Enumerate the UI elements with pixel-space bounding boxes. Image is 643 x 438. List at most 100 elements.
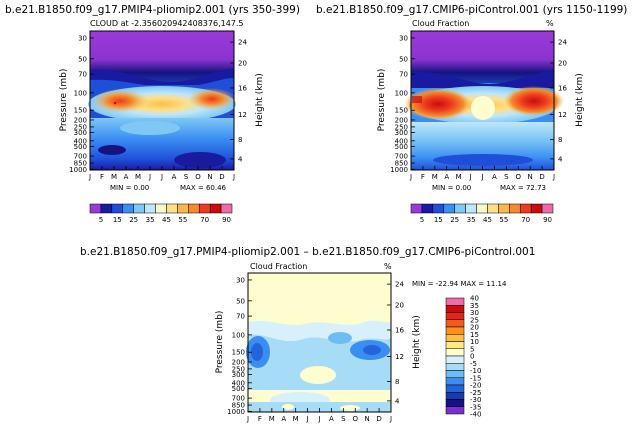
- colorbar-swatch: [445, 399, 465, 407]
- month-tick-label: O: [515, 173, 521, 181]
- panel3-title: b.e21.B1850.f09_g17.PMIP4-pliomip2.001 –…: [80, 246, 535, 258]
- month-tick-label: J: [160, 173, 163, 181]
- colorbar-swatch: [209, 203, 222, 214]
- panel3-ylabel-right: Height (km): [412, 315, 422, 369]
- colorbar-label: 45: [162, 216, 171, 224]
- panel2-height-axis: 24 20 16 12 8 4: [550, 39, 567, 163]
- colorbar-label: 0: [470, 353, 474, 361]
- month-tick-label: D: [219, 173, 224, 181]
- pressure-tick-label: 150: [395, 107, 408, 115]
- pressure-tick-label: 1000: [390, 166, 408, 174]
- pressure-tick-label: 300: [232, 371, 245, 379]
- height-tick-label: 16: [558, 84, 567, 92]
- height-tick-label: 24: [238, 39, 247, 47]
- colorbar-swatch: [445, 406, 465, 415]
- colorbar-swatch: [445, 297, 465, 306]
- colorbar-label: 25: [470, 316, 479, 324]
- panel2-title: b.e21.B1850.f09_g17.CMIP6-piControl.001 …: [316, 4, 627, 16]
- colorbar-label: 10: [470, 338, 479, 346]
- colorbar-label: 35: [470, 302, 479, 310]
- panel2-ylabel-right: Height (km): [575, 73, 585, 127]
- panel1-ylabel: Pressure (mb): [59, 69, 69, 132]
- month-tick-label: O: [195, 173, 201, 181]
- height-tick-label: 20: [395, 301, 404, 309]
- colorbar-swatch: [443, 203, 455, 214]
- colorbar-label: 25: [450, 216, 459, 224]
- pressure-tick-label: 250: [74, 123, 87, 131]
- month-tick-label: M: [432, 173, 438, 181]
- colorbar-swatch: [498, 203, 510, 214]
- pressure-tick-label: 700: [395, 153, 408, 161]
- pressure-tick-label: 30: [399, 34, 408, 42]
- colorbar-swatch: [410, 203, 423, 214]
- panel2-colorbar: 5 15 25 35 45 55 70 90: [410, 203, 554, 224]
- height-tick-label: 20: [558, 59, 567, 67]
- month-tick-label: O: [352, 415, 358, 423]
- colorbar-swatch: [519, 203, 532, 214]
- month-tick-label: J: [317, 415, 320, 423]
- pressure-tick-label: 100: [74, 89, 87, 97]
- pressure-tick-label: 250: [395, 123, 408, 131]
- panel1-min: MIN = 0.00: [110, 184, 149, 192]
- colorbar-label: 35: [146, 216, 155, 224]
- colorbar-swatch: [454, 203, 466, 214]
- pressure-tick-label: 150: [74, 107, 87, 115]
- height-tick-label: 20: [238, 59, 247, 67]
- height-tick-label: 8: [395, 378, 399, 386]
- colorbar-swatch: [445, 363, 465, 371]
- month-tick-label: A: [492, 173, 497, 181]
- panel-difference: b.e21.B1850.f09_g17.PMIP4-pliomip2.001 –…: [80, 246, 535, 423]
- colorbar-swatch: [445, 370, 465, 378]
- height-tick-label: 24: [558, 39, 567, 47]
- colorbar-label: -15: [470, 374, 481, 382]
- colorbar-swatch: [509, 203, 521, 214]
- month-tick-label: S: [341, 415, 346, 423]
- colorbar-swatch: [133, 203, 145, 214]
- month-tick-label: M: [269, 415, 275, 423]
- colorbar-swatch: [155, 203, 167, 214]
- pressure-tick-label: 100: [232, 331, 245, 339]
- height-tick-label: 8: [238, 136, 242, 144]
- colorbar-swatch: [530, 203, 543, 214]
- colorbar-label: 70: [200, 216, 209, 224]
- colorbar-swatch: [445, 312, 465, 320]
- month-tick-label: S: [504, 173, 509, 181]
- colorbar-swatch: [541, 203, 554, 214]
- colorbar-label: 30: [470, 309, 479, 317]
- month-tick-label: M: [135, 173, 141, 181]
- pressure-tick-label: 400: [74, 137, 87, 145]
- colorbar-label: -40: [470, 411, 481, 419]
- colorbar-label: 5: [420, 216, 424, 224]
- pressure-tick-label: 70: [236, 313, 245, 321]
- colorbar-swatch: [445, 392, 465, 400]
- colorbar-label: -35: [470, 403, 481, 411]
- colorbar-label: 15: [470, 331, 479, 339]
- panel1-plot-area: [88, 31, 236, 170]
- height-tick-label: 12: [238, 111, 247, 119]
- pressure-tick-label: 400: [395, 137, 408, 145]
- colorbar-label: 90: [222, 216, 231, 224]
- month-tick-label: N: [365, 415, 370, 423]
- month-tick-label: J: [552, 173, 555, 181]
- panel3-units: %: [384, 262, 392, 271]
- pressure-tick-label: 30: [78, 34, 87, 42]
- panel2-units: %: [546, 19, 554, 28]
- colorbar-label: 15: [113, 216, 122, 224]
- pressure-tick-label: 70: [78, 71, 87, 79]
- panel2-min: MIN = 0.00: [432, 184, 471, 192]
- colorbar-swatch: [166, 203, 178, 214]
- pressure-tick-label: 1000: [69, 166, 87, 174]
- height-tick-label: 24: [395, 281, 404, 289]
- pressure-tick-label: 850: [395, 160, 408, 168]
- colorbar-swatch: [122, 203, 134, 214]
- panel1-title: b.e21.B1850.f09_g17.PMIP4-pliomip2.001 (…: [5, 4, 300, 16]
- height-tick-label: 4: [395, 397, 400, 405]
- colorbar-label: 55: [499, 216, 508, 224]
- month-tick-label: A: [444, 173, 449, 181]
- pressure-tick-label: 50: [399, 55, 408, 63]
- pressure-tick-label: 850: [74, 160, 87, 168]
